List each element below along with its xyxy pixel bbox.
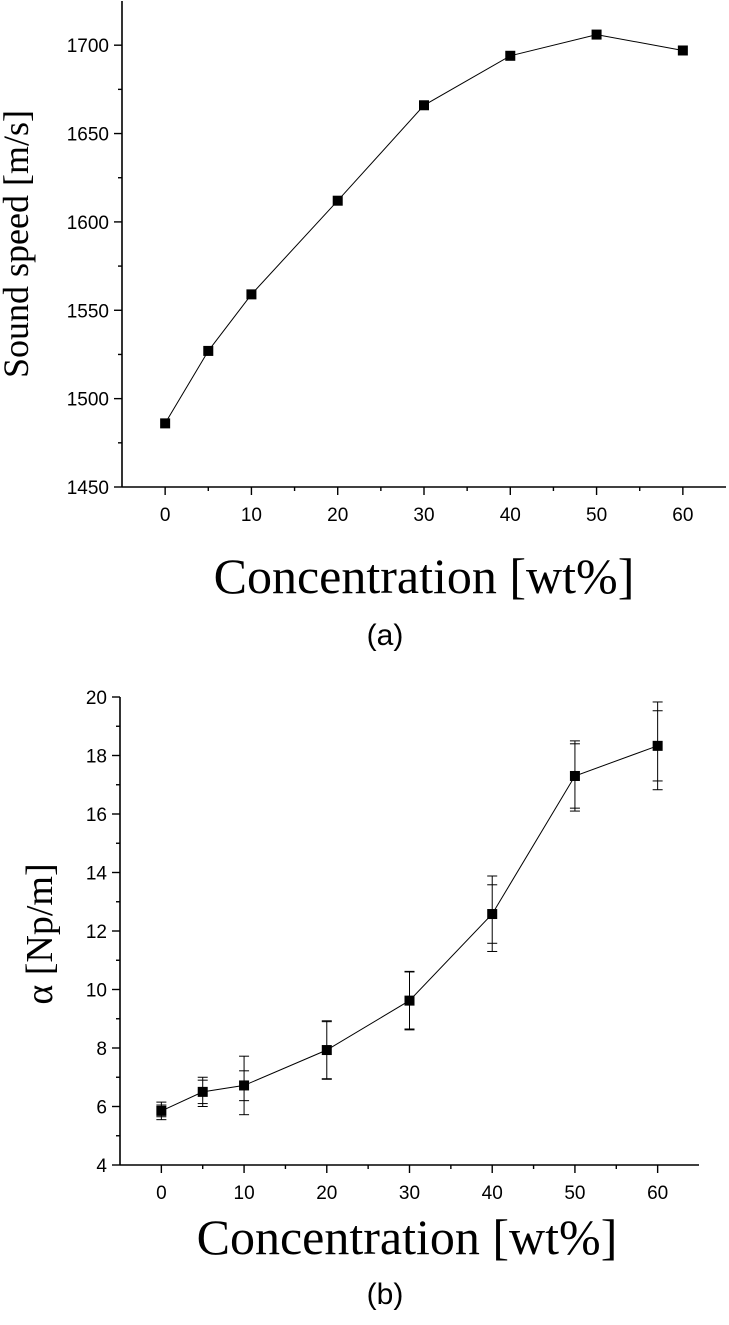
attenuation-data-point <box>239 1080 250 1091</box>
attenuation-x-tick-label: 10 <box>234 1183 255 1204</box>
attenuation-data-point <box>156 1105 167 1116</box>
attenuation-series-line <box>161 745 658 1112</box>
attenuation-data-point <box>321 1045 332 1056</box>
attenuation-series <box>156 701 663 1121</box>
attenuation-data-point <box>197 1086 208 1097</box>
sound-speed-data-point <box>203 345 214 356</box>
attenuation-chart: 0 10 20 30 40 50 60 4 6 8 10 12 14 16 18 20 Concentrati… <box>19 688 699 1311</box>
attenuation-x-axis-title: Concentration [wt%] <box>197 1209 618 1265</box>
attenuation-y-tick-label: 12 <box>86 922 107 943</box>
attenuation-y-tick-label: 16 <box>86 805 107 826</box>
sound-speed-data-point <box>419 100 429 111</box>
sound-speed-y-tick-label: 1650 <box>67 125 109 146</box>
panel-label-b: (b) <box>367 1278 404 1311</box>
attenuation-data-point <box>652 740 663 751</box>
attenuation-x-tick-label: 0 <box>156 1183 167 1204</box>
sound-speed-x-tick-label: 60 <box>672 505 693 526</box>
sound-speed-y-axis-title: Sound speed [m/s] <box>0 110 36 378</box>
attenuation-y-tick-label: 14 <box>86 864 108 885</box>
sound-speed-x-tick-label: 30 <box>413 505 434 526</box>
sound-speed-series-line <box>164 34 683 424</box>
attenuation-y-tick-label: 18 <box>86 747 107 768</box>
attenuation-y-tick-label: 8 <box>96 1039 107 1060</box>
attenuation-x-tick-label: 30 <box>399 1183 420 1204</box>
attenuation-y-tick-label: 4 <box>96 1156 107 1177</box>
attenuation-error-bar <box>156 1101 167 1121</box>
attenuation-x-tick-label: 40 <box>482 1183 503 1204</box>
attenuation-x-tick-label: 60 <box>647 1183 668 1204</box>
sound-speed-y-tick-label: 1550 <box>67 301 109 322</box>
attenuation-ticks: 0 10 20 30 40 50 60 4 6 8 10 12 14 16 18 20 <box>86 688 668 1204</box>
attenuation-y-axis-title: α [Np/m] <box>19 863 61 1004</box>
attenuation-x-tick-label: 50 <box>564 1183 585 1204</box>
sound-speed-data-point <box>332 195 343 206</box>
attenuation-data-point <box>487 909 498 920</box>
sound-speed-ticks: 0 10 20 30 40 50 60 1450 1500 1550 1600 1650 1700 <box>67 36 694 526</box>
sound-speed-y-tick-label: 1500 <box>67 390 109 411</box>
sound-speed-data-point <box>591 29 602 40</box>
sound-speed-data-point <box>677 45 688 56</box>
sound-speed-data-point <box>505 50 516 61</box>
attenuation-y-tick-label: 20 <box>86 688 107 709</box>
attenuation-x-tick-label: 20 <box>316 1183 337 1204</box>
sound-speed-data-point <box>160 418 171 429</box>
sound-speed-series <box>160 29 688 429</box>
attenuation-y-tick-label: 6 <box>96 1098 107 1119</box>
attenuation-data-point <box>569 770 580 781</box>
attenuation-data-point <box>404 995 415 1006</box>
sound-speed-x-tick-label: 50 <box>586 505 607 526</box>
sound-speed-x-tick-label: 0 <box>160 505 171 526</box>
sound-speed-x-axis-title: Concentration [wt%] <box>214 548 635 604</box>
panel-label-a: (a) <box>367 619 404 652</box>
sound-speed-data-point <box>246 289 257 300</box>
sound-speed-y-tick-label: 1450 <box>67 478 109 499</box>
sound-speed-x-tick-label: 20 <box>327 505 348 526</box>
sound-speed-y-tick-label: 1700 <box>67 36 109 57</box>
sound-speed-x-tick-label: 40 <box>500 505 521 526</box>
sound-speed-axes <box>121 1 726 488</box>
sound-speed-y-tick-label: 1600 <box>67 213 109 234</box>
sound-speed-x-tick-label: 10 <box>241 505 262 526</box>
sound-speed-chart: 0 10 20 30 40 50 60 1450 1500 1550 1600 1650 1700 Co… <box>0 1 726 652</box>
attenuation-y-tick-label: 10 <box>86 981 107 1002</box>
